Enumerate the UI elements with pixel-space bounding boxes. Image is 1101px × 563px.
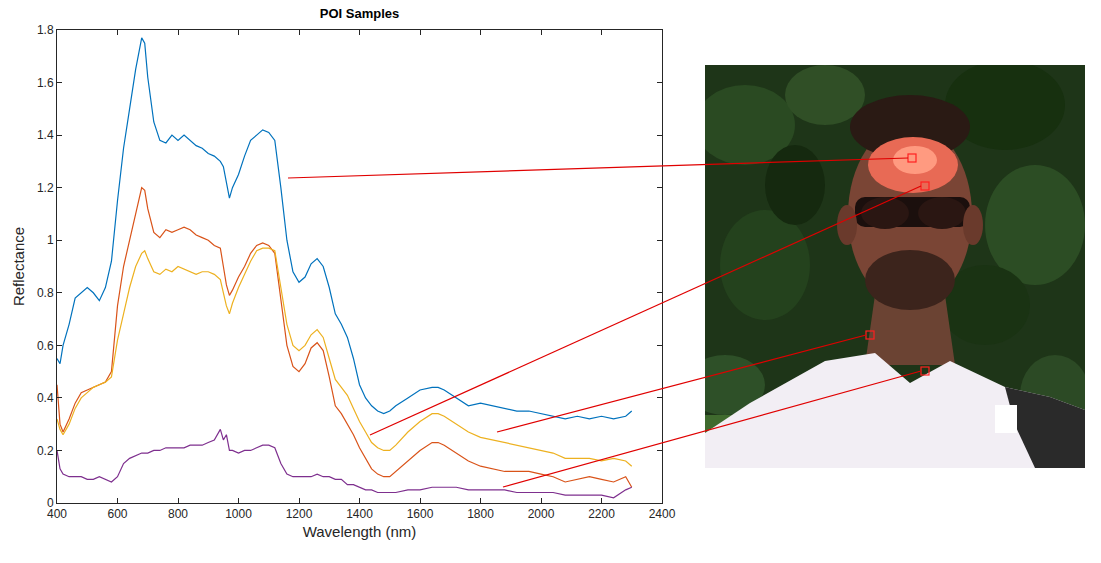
svg-text:1.8: 1.8 xyxy=(37,23,54,37)
svg-text:2400: 2400 xyxy=(649,507,676,521)
svg-text:2000: 2000 xyxy=(528,507,555,521)
svg-text:1000: 1000 xyxy=(225,507,252,521)
svg-text:1: 1 xyxy=(47,233,54,247)
svg-text:0.2: 0.2 xyxy=(37,444,54,458)
svg-text:0: 0 xyxy=(47,496,54,510)
svg-text:Reflectance: Reflectance xyxy=(10,227,27,306)
svg-text:400: 400 xyxy=(47,507,67,521)
svg-text:1800: 1800 xyxy=(467,507,494,521)
svg-text:0.8: 0.8 xyxy=(37,286,54,300)
svg-text:0.6: 0.6 xyxy=(37,339,54,353)
svg-text:1600: 1600 xyxy=(407,507,434,521)
svg-text:1.6: 1.6 xyxy=(37,76,54,90)
svg-text:Wavelength (nm): Wavelength (nm) xyxy=(303,523,417,540)
svg-text:1.4: 1.4 xyxy=(37,128,54,142)
svg-text:1200: 1200 xyxy=(286,507,313,521)
svg-text:1.2: 1.2 xyxy=(37,181,54,195)
svg-text:600: 600 xyxy=(107,507,127,521)
svg-text:2200: 2200 xyxy=(588,507,615,521)
svg-text:800: 800 xyxy=(168,507,188,521)
svg-text:0.4: 0.4 xyxy=(37,391,54,405)
svg-text:POI Samples: POI Samples xyxy=(320,6,399,21)
svg-text:1400: 1400 xyxy=(346,507,373,521)
